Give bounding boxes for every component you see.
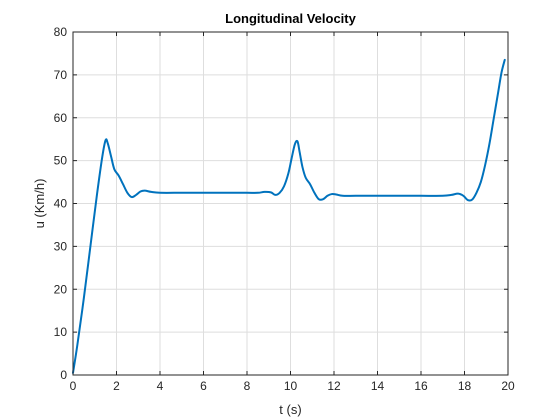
y-tick-label: 80 [54,25,68,39]
x-tick-label: 18 [458,379,472,393]
y-tick-label: 40 [54,197,68,211]
velocity-series-line [72,58,506,374]
y-ticks: 0 10 20 30 40 50 60 70 80 [54,25,508,382]
y-tick-label: 70 [54,68,68,82]
grid [73,32,508,375]
chart-title: Longitudinal Velocity [225,11,357,26]
series-layer [72,58,506,374]
y-tick-label: 30 [54,239,68,253]
y-tick-label: 50 [54,154,68,168]
y-tick-label: 20 [54,282,68,296]
x-tick-label: 4 [157,379,164,393]
x-tick-label: 6 [200,379,207,393]
x-axis-label: t (s) [279,402,301,417]
x-tick-label: 10 [284,379,298,393]
x-tick-label: 20 [501,379,515,393]
y-tick-label: 0 [60,368,67,382]
y-tick-label: 10 [54,325,68,339]
x-ticks: 0 2 4 6 8 10 12 14 16 18 20 [70,32,515,393]
x-tick-label: 0 [70,379,77,393]
x-tick-label: 8 [244,379,251,393]
y-tick-label: 60 [54,111,68,125]
y-axis-label: u (Km/h) [32,179,47,229]
x-tick-label: 2 [113,379,120,393]
x-tick-label: 16 [414,379,428,393]
x-tick-label: 12 [327,379,341,393]
x-tick-label: 14 [371,379,385,393]
